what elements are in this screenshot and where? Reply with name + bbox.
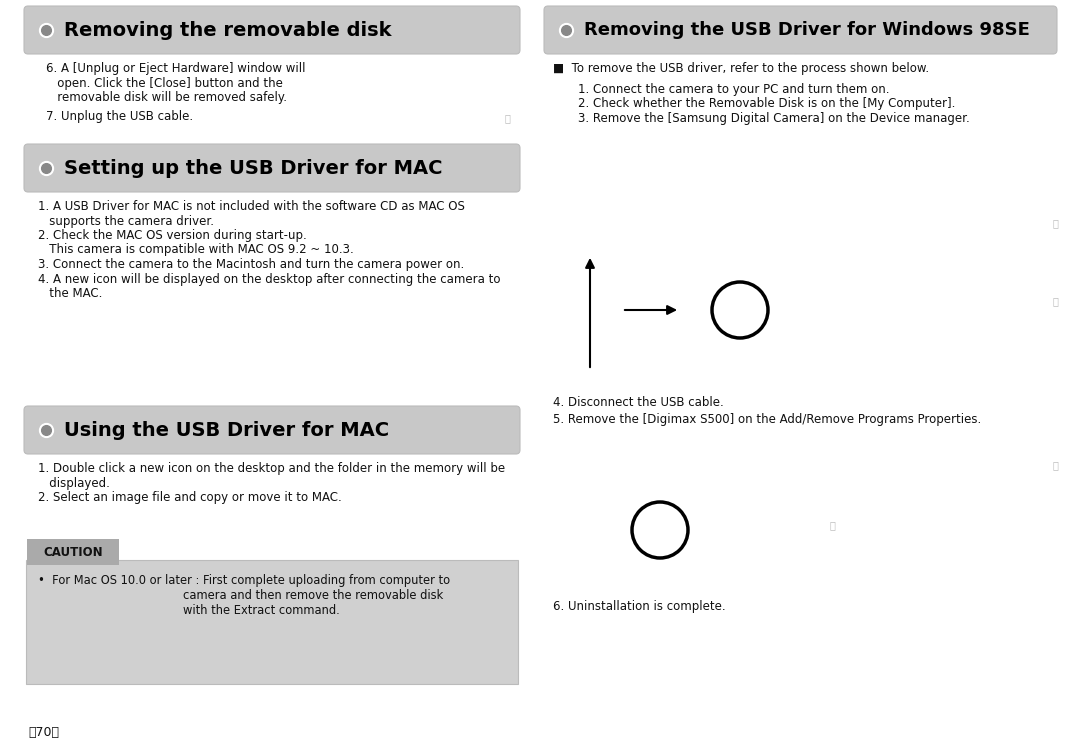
Text: 📷: 📷: [1052, 460, 1058, 470]
Text: 5. Remove the [Digimax S500] on the Add/Remove Programs Properties.: 5. Remove the [Digimax S500] on the Add/…: [553, 413, 982, 426]
FancyBboxPatch shape: [544, 6, 1057, 54]
FancyBboxPatch shape: [27, 539, 119, 565]
Text: Using the USB Driver for MAC: Using the USB Driver for MAC: [64, 421, 389, 439]
Text: 7. Unplug the USB cable.: 7. Unplug the USB cable.: [46, 110, 193, 123]
FancyBboxPatch shape: [24, 144, 519, 192]
Text: 1. Connect the camera to your PC and turn them on.: 1. Connect the camera to your PC and tur…: [578, 83, 890, 96]
Text: 2. Select an image file and copy or move it to MAC.: 2. Select an image file and copy or move…: [38, 491, 341, 504]
Text: 📷: 📷: [1052, 218, 1058, 228]
Text: 1. Double click a new icon on the desktop and the folder in the memory will be: 1. Double click a new icon on the deskto…: [38, 462, 505, 475]
Text: Removing the removable disk: Removing the removable disk: [64, 20, 391, 40]
Text: 2. Check whether the Removable Disk is on the [My Computer].: 2. Check whether the Removable Disk is o…: [578, 98, 956, 110]
Text: Setting up the USB Driver for MAC: Setting up the USB Driver for MAC: [64, 158, 443, 178]
Text: camera and then remove the removable disk: camera and then remove the removable dis…: [38, 589, 443, 602]
Text: 6. A [Unplug or Eject Hardware] window will: 6. A [Unplug or Eject Hardware] window w…: [46, 62, 306, 75]
Text: CAUTION: CAUTION: [43, 545, 103, 559]
Text: 4. A new icon will be displayed on the desktop after connecting the camera to: 4. A new icon will be displayed on the d…: [38, 272, 500, 286]
Text: 2. Check the MAC OS version during start-up.: 2. Check the MAC OS version during start…: [38, 229, 307, 242]
Text: 〈70〉: 〈70〉: [28, 726, 59, 739]
Text: 6. Uninstallation is complete.: 6. Uninstallation is complete.: [553, 600, 726, 613]
Text: 📷: 📷: [504, 113, 510, 123]
Text: open. Click the [Close] button and the: open. Click the [Close] button and the: [46, 77, 283, 90]
Text: supports the camera driver.: supports the camera driver.: [38, 215, 214, 228]
Text: 3. Connect the camera to the Macintosh and turn the camera power on.: 3. Connect the camera to the Macintosh a…: [38, 258, 464, 271]
Text: 4. Disconnect the USB cable.: 4. Disconnect the USB cable.: [553, 396, 724, 409]
FancyBboxPatch shape: [24, 6, 519, 54]
Text: displayed.: displayed.: [38, 477, 110, 489]
Text: ■  To remove the USB driver, refer to the process shown below.: ■ To remove the USB driver, refer to the…: [553, 62, 929, 75]
FancyBboxPatch shape: [26, 560, 518, 684]
Text: with the Extract command.: with the Extract command.: [38, 604, 340, 617]
Text: the MAC.: the MAC.: [38, 287, 103, 300]
Text: removable disk will be removed safely.: removable disk will be removed safely.: [46, 91, 287, 104]
Text: 3. Remove the [Samsung Digital Camera] on the Device manager.: 3. Remove the [Samsung Digital Camera] o…: [578, 112, 970, 125]
Text: •  For Mac OS 10.0 or later : First complete uploading from computer to: • For Mac OS 10.0 or later : First compl…: [38, 574, 450, 587]
Text: Removing the USB Driver for Windows 98SE: Removing the USB Driver for Windows 98SE: [584, 21, 1030, 39]
Text: 📷: 📷: [1052, 296, 1058, 306]
Text: 📷: 📷: [831, 520, 836, 530]
Text: This camera is compatible with MAC OS 9.2 ~ 10.3.: This camera is compatible with MAC OS 9.…: [38, 243, 354, 257]
FancyBboxPatch shape: [24, 406, 519, 454]
Text: 1. A USB Driver for MAC is not included with the software CD as MAC OS: 1. A USB Driver for MAC is not included …: [38, 200, 464, 213]
